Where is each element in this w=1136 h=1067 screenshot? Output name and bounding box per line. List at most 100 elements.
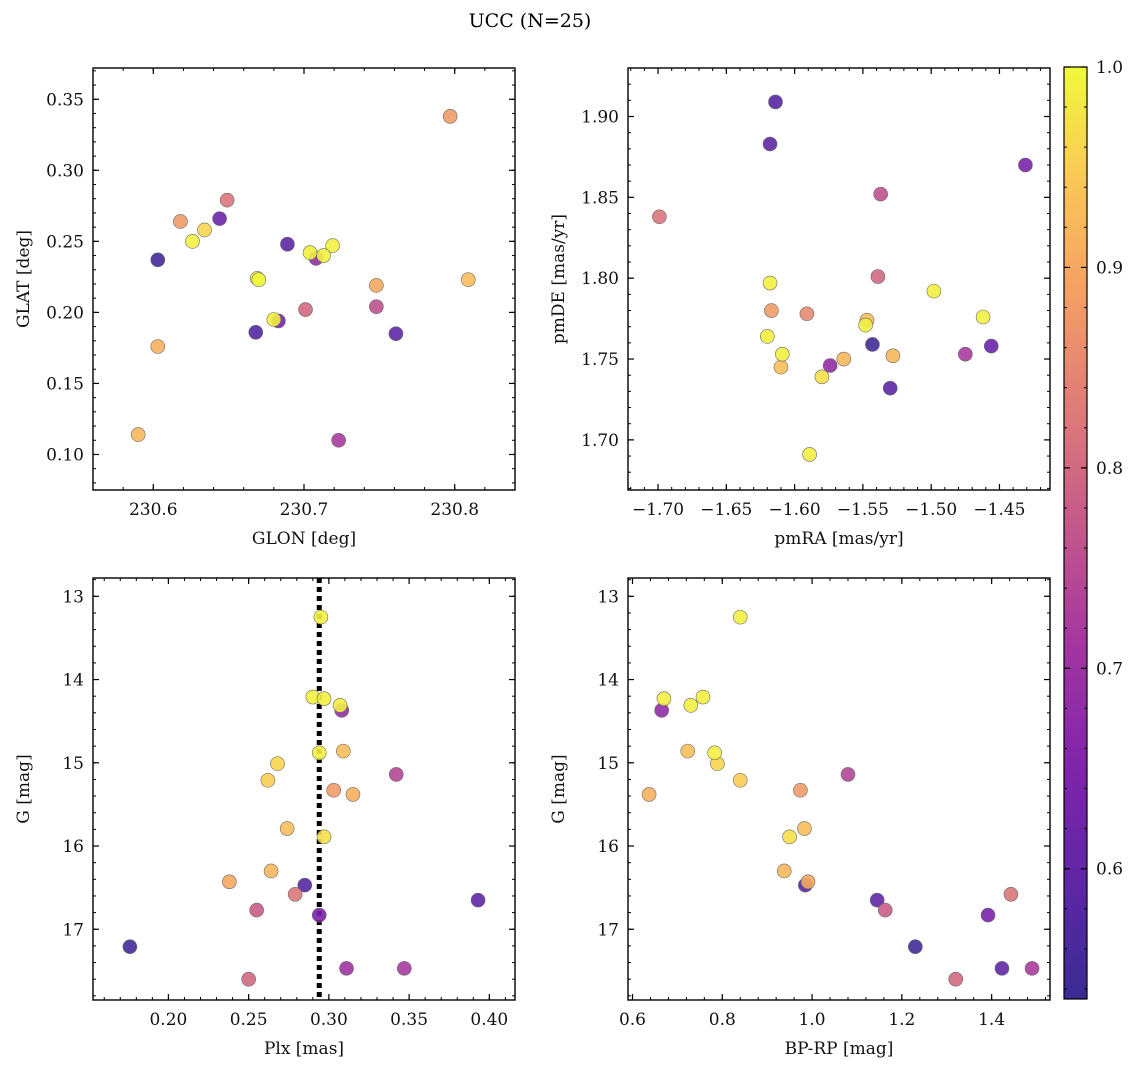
data-point <box>732 772 748 788</box>
x-tick-label: 0.35 <box>390 1010 428 1030</box>
data-point <box>732 609 748 625</box>
axes-layer: 230.6 230.7 230.8 0.10 0.15 0.20 0.25 0.30 0.35 G… <box>14 67 1051 1059</box>
data-point <box>802 447 817 462</box>
data-point <box>331 432 346 448</box>
data-point <box>764 303 779 318</box>
data-point <box>280 236 295 252</box>
data-point <box>260 772 276 788</box>
data-point <box>313 609 329 625</box>
y-tick-label: 15 <box>597 754 619 774</box>
data-point <box>908 939 923 955</box>
y-tick-label: 16 <box>62 837 84 857</box>
x-tick-label: 0.6 <box>619 1010 646 1030</box>
x-tick-label: 1.4 <box>978 1010 1005 1030</box>
y-tick-label: 1.85 <box>581 188 619 208</box>
y-tick-label: 14 <box>597 671 619 691</box>
y-tick-label: 17 <box>62 920 84 940</box>
data-point <box>197 222 212 238</box>
data-point <box>325 238 340 253</box>
x-axis-label: BP-RP [mag] <box>785 1039 894 1059</box>
data-point <box>1018 157 1033 173</box>
data-point <box>185 234 200 249</box>
data-point <box>270 756 285 771</box>
y-tick-label: 0.20 <box>46 303 84 323</box>
data-point <box>695 689 711 705</box>
data-point <box>782 829 797 845</box>
x-tick-label: 230.7 <box>280 500 329 520</box>
colorbar-tick-label: 0.9 <box>1096 258 1123 278</box>
x-tick-label: −1.50 <box>905 500 957 520</box>
data-point <box>773 359 789 375</box>
data-point <box>248 324 264 340</box>
x-tick-label: −1.55 <box>837 500 889 520</box>
data-point <box>760 329 775 344</box>
data-point <box>882 380 898 396</box>
data-point <box>388 326 404 342</box>
data-point <box>311 907 327 923</box>
y-tick-label: 1.70 <box>581 431 619 451</box>
data-point <box>311 745 327 761</box>
data-point <box>302 245 318 261</box>
data-point <box>652 209 667 225</box>
figure-title: UCC (N=25) <box>469 10 592 32</box>
subplot-1: 230.6 230.7 230.8 0.10 0.15 0.20 0.25 0.30 0.35 G… <box>14 67 516 549</box>
y-axis-label: GLAT [deg] <box>14 230 34 328</box>
x-axis-label: pmRA [mas/yr] <box>774 529 903 549</box>
x-tick-label: −1.45 <box>973 500 1025 520</box>
subplot-4: 0.6 0.8 1.0 1.2 1.4 13 14 15 16 17 BP-RP [mag] G [m… <box>549 577 1051 1059</box>
data-point <box>707 745 722 761</box>
data-point <box>388 767 404 782</box>
data-point <box>287 886 303 902</box>
x-tick-label: −1.65 <box>700 500 752 520</box>
data-point <box>369 278 384 293</box>
data-point <box>948 971 964 987</box>
y-tick-label: 1.80 <box>581 269 619 289</box>
data-point <box>926 283 942 299</box>
data-point <box>1024 961 1040 976</box>
data-point <box>150 252 166 268</box>
y-tick-label: 0.10 <box>46 445 84 465</box>
data-point <box>776 863 792 879</box>
x-tick-label: 0.20 <box>149 1010 187 1030</box>
x-tick-label: 230.6 <box>129 500 178 520</box>
data-point <box>396 961 412 976</box>
data-point <box>836 351 852 367</box>
data-point <box>641 787 657 802</box>
data-point <box>840 767 856 782</box>
data-point <box>249 902 264 918</box>
data-point <box>793 782 808 798</box>
data-point <box>822 358 838 373</box>
data-point <box>870 269 886 284</box>
data-point <box>958 346 973 362</box>
data-point <box>775 346 790 362</box>
y-axis-label: pmDE [mas/yr] <box>549 214 569 344</box>
colorbar-tick-label: 0.7 <box>1096 659 1123 679</box>
data-point <box>983 338 999 354</box>
x-tick-label: −1.60 <box>769 500 821 520</box>
plot-frame <box>627 577 1051 1001</box>
data-point <box>768 94 783 110</box>
data-point <box>869 892 885 908</box>
data-point <box>263 863 279 879</box>
x-tick-label: 0.25 <box>230 1010 268 1030</box>
data-point <box>442 109 458 124</box>
colorbar-tick-label: 0.6 <box>1096 860 1123 880</box>
data-point <box>800 874 816 890</box>
data-point <box>460 272 476 288</box>
subplot-3: 0.20 0.25 0.30 0.35 0.40 13 14 15 16 17 Plx [mas] G… <box>14 577 516 1059</box>
data-point <box>994 961 1010 976</box>
y-tick-label: 0.35 <box>46 90 84 110</box>
data-point <box>885 348 901 364</box>
y-axis-label: G [mag] <box>14 754 34 823</box>
y-tick-label: 13 <box>597 587 619 607</box>
x-tick-label: 230.8 <box>430 500 479 520</box>
y-tick-label: 0.15 <box>46 374 84 394</box>
data-point <box>814 369 830 385</box>
data-point <box>122 939 138 955</box>
data-point <box>212 211 227 226</box>
data-point <box>345 787 361 802</box>
data-point <box>336 743 351 759</box>
data-point <box>332 698 348 713</box>
data-point <box>858 317 873 333</box>
x-axis-label: Plx [mas] <box>264 1039 344 1059</box>
